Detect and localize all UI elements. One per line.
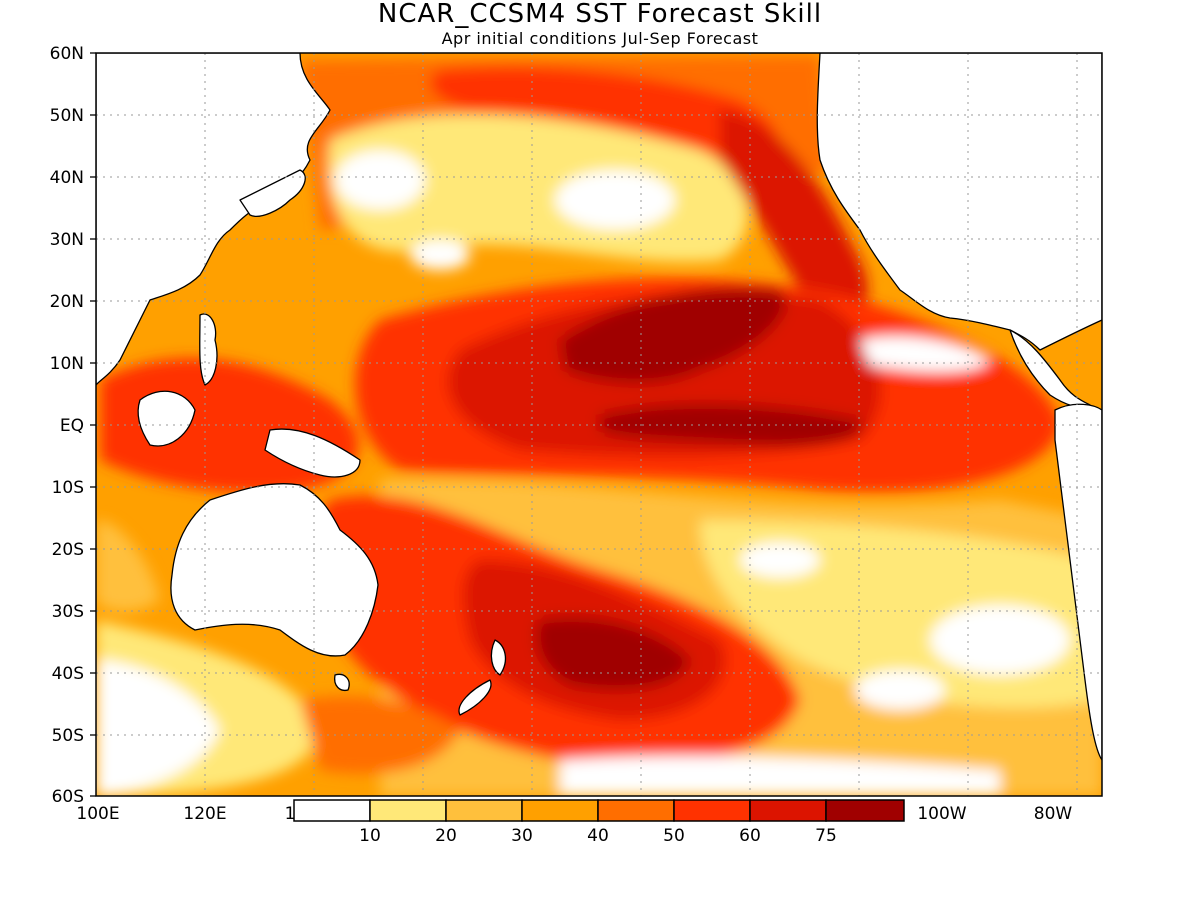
lat-label: 50S — [52, 726, 84, 746]
lon-labels: 100E 120E 1 100W 80W — [76, 804, 1072, 824]
lat-label: 60N — [50, 44, 84, 64]
field-region-sep-white1 — [740, 542, 820, 578]
land-newguinea — [264, 428, 361, 478]
colorbar-box-1 — [369, 799, 447, 822]
field-region-sp-max — [536, 617, 690, 690]
colorbar-box-0 — [293, 799, 371, 822]
lat-axis — [90, 52, 96, 797]
colorbar-box-3 — [521, 799, 599, 822]
land-northamerica — [816, 53, 1102, 351]
lat-label: 60S — [52, 787, 84, 807]
colorbar-box-4 — [597, 799, 675, 822]
colorbar-box-7 — [825, 799, 905, 822]
field-region-north-red — [430, 66, 780, 170]
lat-labels: 60N 50N 40N 30N 20N 10N EQ 10S 20S 30S 4… — [50, 44, 84, 807]
colorbar-label: 50 — [663, 826, 685, 846]
lon-label: 100E — [76, 804, 119, 824]
page-title: NCAR_CCSM4 SST Forecast Skill — [378, 0, 822, 29]
field-region-ne-red — [720, 110, 868, 322]
field-region-np-white2 — [335, 150, 425, 210]
lat-label: 20S — [52, 540, 84, 560]
colorbar-label: 75 — [815, 826, 837, 846]
land-southamerica — [1054, 403, 1102, 761]
lat-label: 40N — [50, 168, 84, 188]
lat-label: 10N — [50, 354, 84, 374]
field-region-np-white3 — [410, 240, 470, 270]
lat-label: 50N — [50, 106, 84, 126]
lon-label: 100W — [917, 804, 966, 824]
colorbar-label: 20 — [435, 826, 457, 846]
land-philippines — [199, 313, 218, 386]
colorbar-box-6 — [749, 799, 827, 822]
field-region-sep-white2 — [930, 605, 1070, 675]
land-asia — [96, 53, 331, 386]
lat-label: 20N — [50, 292, 84, 312]
field-region-tropics-max — [560, 287, 786, 384]
land-nz-south — [458, 679, 492, 716]
field-region-so-orange — [300, 696, 460, 774]
graticule — [96, 53, 1102, 796]
skill-field — [96, 53, 1102, 796]
field-region-sep-white3 — [855, 670, 945, 710]
colorbar-label: 40 — [587, 826, 609, 846]
land-borneo — [137, 390, 196, 447]
lat-label: 40S — [52, 664, 84, 684]
lon-label: 120E — [183, 804, 226, 824]
lat-label: EQ — [60, 416, 84, 436]
page-subtitle: Apr initial conditions Jul-Sep Forecast — [442, 29, 759, 48]
land-nz-north — [490, 639, 507, 676]
lat-label: 30N — [50, 230, 84, 250]
colorbar-label: 10 — [359, 826, 381, 846]
field-region-np-white1 — [555, 170, 675, 230]
land-tasmania — [334, 673, 350, 692]
lon-label: 1 — [285, 804, 296, 824]
colorbar-box-5 — [673, 799, 751, 822]
land — [96, 53, 1102, 761]
field-region-eq-max — [600, 404, 862, 447]
lat-label: 10S — [52, 478, 84, 498]
colorbar-label: 30 — [511, 826, 533, 846]
land-japan — [239, 169, 306, 217]
lon-label: 80W — [1034, 804, 1073, 824]
field-region-so-white2 — [96, 660, 220, 796]
colorbar-box-2 — [445, 799, 523, 822]
colorbar-label: 60 — [739, 826, 761, 846]
colorbar: 10 20 30 40 50 60 75 — [293, 799, 905, 846]
field-region-sw-pale — [96, 520, 160, 612]
lat-label: 30S — [52, 602, 84, 622]
field-region-so-white3 — [560, 755, 1000, 796]
